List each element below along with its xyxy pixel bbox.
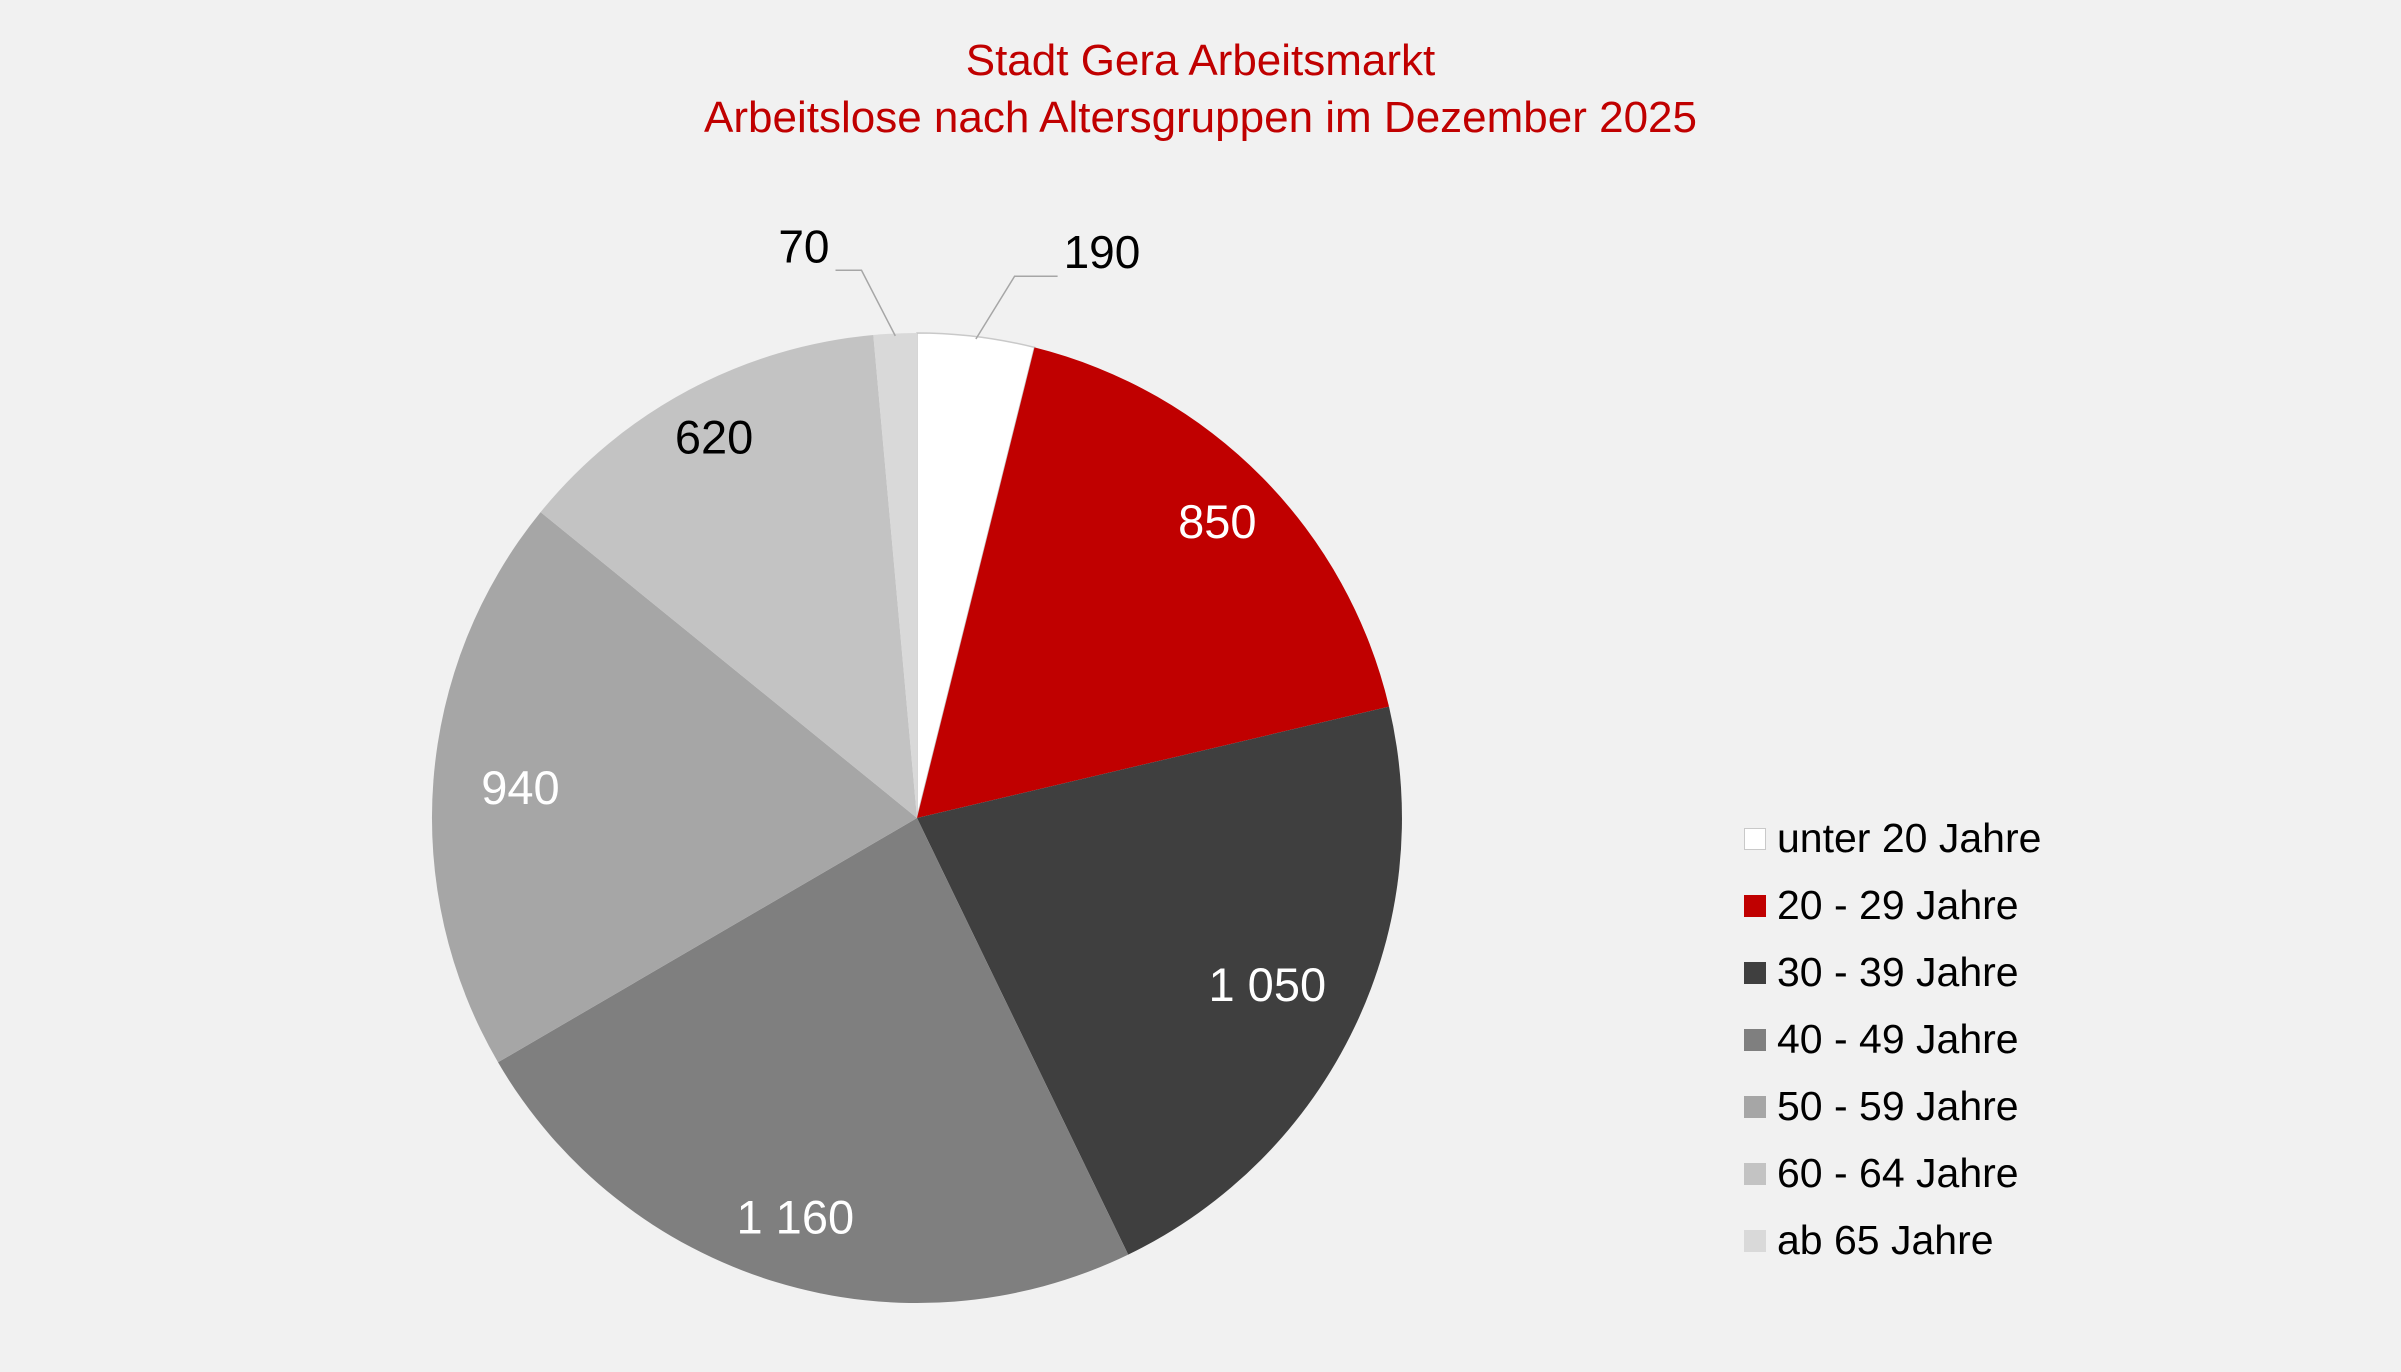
legend-item-30-39-jahre[interactable]: 30 - 39 Jahre	[1744, 939, 2041, 1006]
legend-swatch-60-64-jahre	[1744, 1162, 1766, 1185]
legend-label: ab 65 Jahre	[1777, 1217, 1994, 1263]
data-label-20-29-jahre: 850	[1178, 495, 1256, 548]
chart-title: Stadt Gera Arbeitsmarkt Arbeitslose nach…	[0, 32, 2401, 146]
legend-swatch-40-49-jahre	[1744, 1028, 1766, 1051]
legend-label: 30 - 39 Jahre	[1777, 949, 2019, 995]
chart-title-line1: Stadt Gera Arbeitsmarkt	[965, 36, 1436, 85]
legend-swatch-50-59-jahre	[1744, 1095, 1766, 1118]
legend-label: 20 - 29 Jahre	[1777, 882, 2019, 928]
legend-item-60-64-jahre[interactable]: 60 - 64 Jahre	[1744, 1140, 2041, 1207]
data-label-50-59-jahre: 940	[481, 761, 559, 814]
leader-line-unter-20-jahre	[975, 275, 1058, 340]
legend-item-unter-20-jahre[interactable]: unter 20 Jahre	[1744, 805, 2041, 872]
pie-slice-40-49-jahre[interactable]	[498, 818, 1129, 1304]
pie-slice-20-29-jahre[interactable]	[917, 347, 1389, 818]
pie-slice-ab-65-jahre[interactable]	[873, 333, 917, 818]
pie-slice-unter-20-jahre[interactable]	[916, 332, 1036, 819]
chart-legend: unter 20 Jahre 20 - 29 Jahre 30 - 39 Jahre…	[1744, 805, 2041, 1274]
pie-slice-30-39-jahre[interactable]	[917, 706, 1402, 1255]
legend-swatch-ab-65-jahre	[1744, 1229, 1766, 1252]
data-label-60-64-jahre: 620	[675, 411, 753, 464]
legend-item-40-49-jahre[interactable]: 40 - 49 Jahre	[1744, 1006, 2041, 1073]
legend-label: 50 - 59 Jahre	[1777, 1083, 2019, 1129]
legend-item-ab-65-jahre[interactable]: ab 65 Jahre	[1744, 1207, 2041, 1274]
pie-slice-60-64-jahre[interactable]	[540, 335, 917, 818]
legend-swatch-20-29-jahre	[1744, 894, 1766, 917]
data-label-30-39-jahre: 1 050	[1208, 958, 1326, 1011]
legend-label: unter 20 Jahre	[1777, 815, 2042, 861]
legend-label: 40 - 49 Jahre	[1777, 1016, 2019, 1062]
leader-line-ab-65-jahre	[835, 269, 896, 337]
data-label-unter-20-jahre: 190	[1064, 226, 1141, 278]
data-label-ab-65-jahre: 70	[778, 220, 829, 272]
legend-item-50-59-jahre[interactable]: 50 - 59 Jahre	[1744, 1073, 2041, 1140]
legend-swatch-30-39-jahre	[1744, 961, 1766, 984]
data-label-40-49-jahre: 1 160	[736, 1190, 854, 1243]
legend-item-20-29-jahre[interactable]: 20 - 29 Jahre	[1744, 872, 2041, 939]
pie-slice-50-59-jahre[interactable]	[431, 512, 917, 1063]
legend-label: 60 - 64 Jahre	[1777, 1150, 2019, 1196]
legend-swatch-unter-20-jahre	[1744, 827, 1766, 850]
chart-title-line2: Arbeitslose nach Altersgruppen im Dezemb…	[704, 93, 1697, 142]
